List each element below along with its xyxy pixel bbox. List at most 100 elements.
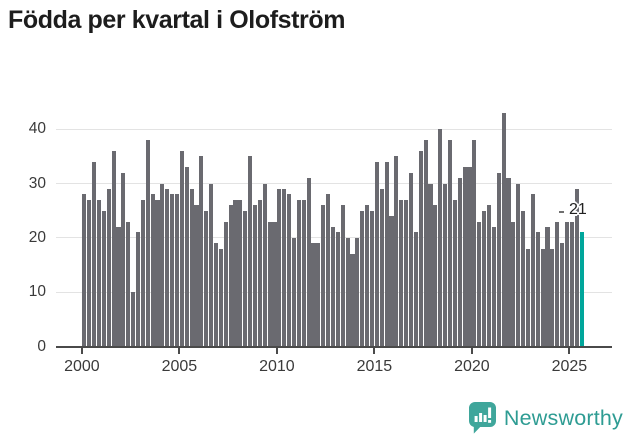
bar-2023-q4 [545, 227, 550, 347]
x-axis-tick-2010 [275, 347, 278, 354]
bar-2025-q2 [574, 189, 579, 347]
bar-2002-q3 [131, 292, 136, 347]
bar-2001-q1 [101, 210, 106, 347]
bar-2000-q2 [87, 199, 92, 347]
y-gridline-30 [56, 183, 612, 185]
bar-2011-q2 [301, 199, 306, 347]
bar-2000-q1 [82, 194, 87, 347]
bar-2015-q1 [374, 161, 379, 347]
bar-2017-q3 [423, 140, 428, 347]
bar-2016-q2 [399, 199, 404, 347]
bar-2012-q2 [321, 205, 326, 347]
bar-2010-q4 [291, 237, 297, 347]
bar-2013-q2 [340, 205, 345, 347]
bar-2010-q2 [282, 189, 287, 347]
bar-2023-q3 [540, 248, 545, 347]
bar-2008-q4 [252, 205, 258, 347]
bar-2005-q3 [189, 189, 194, 347]
bar-2018-q2 [438, 129, 443, 347]
bar-2017-q4 [428, 183, 433, 347]
y-axis-label-40: 40 [28, 120, 46, 138]
bar-2015-q3 [384, 161, 389, 347]
bar-2011-q1 [296, 199, 301, 347]
bar-2014-q3 [365, 205, 370, 347]
bar-2005-q1 [179, 151, 184, 347]
bar-2019-q1 [452, 199, 457, 347]
bar-2021-q2 [496, 172, 501, 347]
x-axis-tick-2000 [80, 347, 83, 354]
bar-2008-q1 [238, 199, 243, 347]
bar-2022-q1 [511, 221, 516, 347]
x-axis-line [56, 345, 612, 348]
bar-2001-q2 [106, 189, 111, 347]
bar-2025-q3 [579, 232, 584, 347]
bar-2017-q1 [413, 232, 418, 347]
bar-2024-q3 [560, 243, 565, 347]
newsworthy-speech-bubble-chart-icon [468, 402, 496, 434]
bar-2020-q4 [486, 205, 492, 347]
bar-2024-q2 [555, 221, 560, 347]
bar-2003-q2 [145, 140, 150, 347]
bar-2020-q1 [472, 140, 477, 347]
y-gridline-40 [56, 128, 612, 130]
bar-2011-q4 [311, 243, 316, 347]
bar-2009-q3 [267, 221, 272, 347]
bar-2003-q1 [140, 199, 145, 347]
bar-2018-q1 [433, 205, 438, 347]
bar-2006-q3 [209, 183, 214, 347]
bar-2022-q2 [516, 183, 521, 347]
bar-2012-q1 [316, 243, 321, 347]
bar-2021-q1 [491, 227, 496, 347]
bar-2015-q2 [379, 189, 384, 347]
bar-2023-q2 [535, 232, 540, 347]
bar-2022-q3 [521, 210, 526, 347]
bar-2003-q4 [155, 199, 160, 347]
bar-2013-q1 [335, 232, 340, 347]
bar-2019-q4 [467, 167, 472, 347]
x-axis-tick-2020 [470, 347, 473, 354]
x-axis-tick-2005 [178, 347, 181, 354]
bar-2001-q3 [111, 151, 116, 347]
last-value-annotation: 21 [569, 201, 587, 218]
newsworthy-logo[interactable]: Newsworthy [468, 402, 623, 434]
x-axis-label-2010: 2010 [259, 358, 295, 375]
x-axis-label-2000: 2000 [64, 358, 100, 375]
bar-2012-q3 [326, 194, 331, 347]
bar-2007-q2 [223, 221, 228, 347]
bar-2024-q4 [564, 221, 570, 347]
bar-2006-q1 [199, 156, 204, 347]
bar-2010-q3 [287, 194, 292, 347]
y-axis-label-20: 20 [28, 228, 46, 246]
bar-2004-q1 [160, 183, 165, 347]
bar-2015-q4 [389, 216, 394, 347]
bar-2023-q1 [530, 194, 535, 347]
y-axis-label-0: 0 [37, 337, 46, 355]
bar-2019-q2 [457, 178, 462, 347]
bar-2000-q3 [92, 161, 97, 347]
bar-2002-q2 [126, 221, 131, 347]
bar-2021-q4 [506, 178, 511, 347]
bar-2009-q2 [262, 183, 267, 347]
bar-2009-q4 [272, 221, 277, 347]
x-axis-label-2025: 2025 [551, 358, 588, 375]
y-axis-label-30: 30 [28, 174, 46, 192]
bar-2006-q2 [204, 210, 209, 347]
bar-2007-q1 [218, 248, 223, 347]
bar-2007-q4 [233, 199, 238, 347]
chart-title: Födda per kvartal i Olofström [8, 6, 346, 34]
bar-2003-q3 [150, 194, 155, 347]
bar-2014-q2 [360, 210, 365, 347]
x-axis-label-2020: 2020 [454, 358, 490, 375]
bar-2002-q4 [135, 232, 141, 347]
bar-2018-q4 [447, 140, 453, 347]
bar-2001-q4 [116, 227, 121, 347]
bar-2013-q4 [350, 254, 355, 347]
bar-2006-q4 [213, 243, 219, 347]
bar-2017-q2 [418, 151, 423, 347]
bar-2005-q2 [184, 167, 189, 347]
bar-2005-q4 [194, 205, 199, 347]
x-axis-label-2015: 2015 [356, 358, 393, 375]
bar-2004-q3 [170, 194, 175, 347]
y-axis-label-10: 10 [28, 283, 46, 301]
